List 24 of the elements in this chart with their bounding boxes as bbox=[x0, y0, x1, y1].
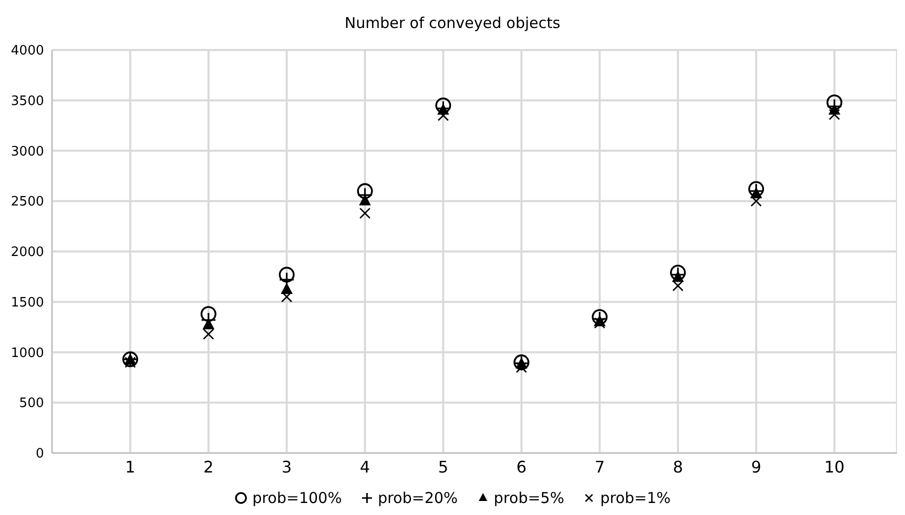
y-tick-label: 2000 bbox=[10, 245, 44, 260]
x-tick-label: 7 bbox=[594, 457, 605, 476]
y-tick-label: 4000 bbox=[10, 44, 44, 59]
y-tick-label: 0 bbox=[36, 446, 44, 462]
y-tick-label: 2500 bbox=[10, 194, 44, 210]
y-tick-label: 3000 bbox=[10, 144, 44, 160]
x-tick-label: 1 bbox=[125, 457, 136, 476]
x-tick-label: 5 bbox=[438, 457, 448, 476]
chart-title: Number of conveyed objects bbox=[344, 13, 562, 34]
x-tick-label: 10 bbox=[824, 457, 845, 476]
legend-label: prob=5% bbox=[492, 489, 564, 507]
x-tick-label: 9 bbox=[751, 457, 762, 476]
x-tick-label: 3 bbox=[282, 457, 292, 476]
y-tick-label: 500 bbox=[19, 396, 44, 412]
y-tick-label: 3500 bbox=[10, 94, 44, 109]
y-tick-label: 1000 bbox=[10, 346, 44, 361]
y-tick-label: 1500 bbox=[10, 295, 44, 310]
x-tick-label: 6 bbox=[516, 457, 527, 476]
x-tick-label: 2 bbox=[203, 457, 214, 476]
x-tick-label: 4 bbox=[360, 457, 370, 476]
legend-label: prob=1% bbox=[599, 489, 671, 507]
legend-label: prob=100% bbox=[251, 489, 342, 507]
x-tick-label: 8 bbox=[672, 457, 684, 476]
legend-label: prob=20% bbox=[376, 489, 458, 507]
